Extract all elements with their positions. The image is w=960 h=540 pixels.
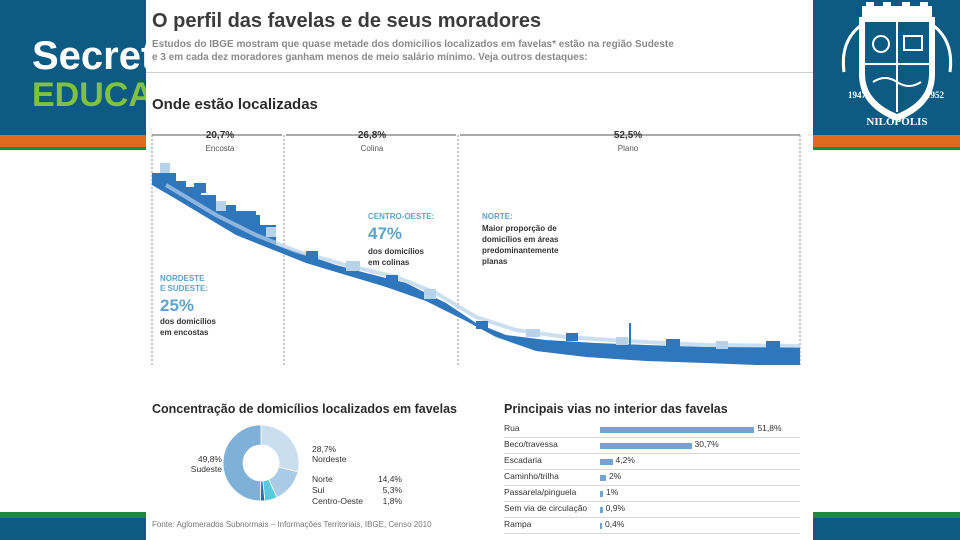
location-title: Onde estão localizadas — [152, 96, 318, 113]
roads-bar-label: Caminho/trilha — [504, 471, 559, 481]
donut-value-sul: 5,3% — [382, 485, 402, 495]
roads-bar-separator — [504, 533, 800, 534]
donut-slice-nordeste — [260, 424, 300, 473]
crest-name: NILÓPOLIS — [866, 116, 927, 128]
terrain-pct-plano: 52,5% — [613, 130, 643, 141]
terrain-label-plano: Plano — [617, 144, 639, 153]
roads-bar-value: 30,7% — [694, 439, 719, 449]
annotation-north-text: Maior proporção de domicílios em áreas p… — [482, 223, 558, 267]
subtitle-line-2: e 3 em cada dez moradores ganham menos d… — [152, 52, 588, 63]
roads-bar — [600, 427, 755, 433]
infographic-panel: O perfil das favelas e de seus moradores… — [146, 0, 813, 540]
donut-category-sudeste: Sudeste — [190, 464, 222, 474]
donut-slice-sudeste — [222, 424, 262, 502]
crest-year-right: 1952 — [926, 90, 945, 100]
donut-category-centro-oeste: Centro-Oeste — [312, 496, 364, 506]
infographic-title: O perfil das favelas e de seus moradores — [152, 10, 542, 32]
annotation-center-west-text: dos domicílios em colinas — [368, 246, 424, 268]
roads-title: Principais vias no interior das favelas — [504, 402, 728, 416]
donut-value-norte: 14,4% — [377, 474, 402, 484]
roads-bar — [600, 475, 606, 481]
roads-bar-label: Rua — [504, 423, 520, 433]
roads-bar-row: Passarela/pinguela 1% — [504, 486, 804, 502]
roads-bar-label: Passarela/pinguela — [504, 487, 577, 497]
roads-bar-label: Escadaria — [504, 455, 542, 465]
roads-bar-row: Beco/travessa 30,7% — [504, 438, 804, 454]
terrain-pct-colina: 26,8% — [357, 130, 387, 141]
roads-bar-row: Rampa 0,4% — [504, 518, 804, 534]
city-crest-icon: 1947 1952 NILÓPOLIS — [841, 2, 953, 128]
roads-bar-value: 0,4% — [605, 519, 625, 529]
infographic-subtitle: Estudos do IBGE mostram que quase metade… — [152, 38, 752, 64]
subtitle-line-1: Estudos do IBGE mostram que quase metade… — [152, 39, 674, 50]
donut-value-nordeste: 28,7% — [312, 444, 337, 454]
annotation-ne-se-region-line: NORDESTE — [160, 274, 205, 283]
roads-bar-value: 2% — [608, 471, 622, 481]
annotation-ne-se-region: NORDESTE E SUDESTE: — [160, 274, 208, 294]
roads-bar — [600, 491, 603, 497]
donut-chart — [222, 424, 300, 502]
annotation-center-west-line: em colinas — [368, 258, 410, 267]
donut-value-centro-oeste: 1,8% — [382, 496, 402, 506]
source-note: Fonte: Aglomerados Subnormais – Informaç… — [152, 520, 432, 529]
roads-bar-row: Escadaria 4,2% — [504, 454, 804, 470]
donut-value-sudeste: 49,8% — [197, 454, 222, 464]
roads-bar — [600, 507, 603, 513]
annotation-north-line: predominantemente — [482, 246, 559, 255]
title-divider — [146, 72, 813, 73]
annotation-north-line: domicílios em áreas — [482, 235, 559, 244]
roads-bar-row: Sem via de circulação 0,9% — [504, 502, 804, 518]
donut-category-sul: Sul — [312, 485, 325, 495]
annotation-center-west-region: CENTRO-OESTE: — [368, 212, 435, 221]
roads-bar — [600, 443, 692, 449]
roads-bar-label: Rampa — [504, 519, 532, 529]
annotation-ne-se-pct: 25% — [160, 296, 195, 315]
donut-label-norte: Norte 14,4% — [312, 474, 402, 484]
annotation-north-region: NORTE: — [482, 212, 513, 221]
roads-bar-label: Sem via de circulação — [504, 503, 588, 513]
terrain-pct-encosta: 20,7% — [205, 130, 235, 141]
crest-year-left: 1947 — [848, 90, 867, 100]
roads-bar-separator — [504, 453, 800, 454]
donut-label-centro-oeste: Centro-Oeste 1,8% — [312, 496, 402, 506]
roads-bar — [600, 523, 602, 529]
roads-bar-value: 51,8% — [757, 423, 782, 433]
roads-bar-separator — [504, 517, 800, 518]
roads-bar-separator — [504, 437, 800, 438]
donut-label-nordeste: 28,7% Nordeste — [312, 444, 347, 464]
terrain-illustration — [151, 134, 801, 365]
annotation-ne-se-line: dos domicílios — [160, 317, 217, 326]
donut-label-sudeste: 49,8% Sudeste — [186, 454, 222, 474]
roads-bar-row: Caminho/trilha 2% — [504, 470, 804, 486]
roads-bar-separator — [504, 485, 800, 486]
roads-bar-row: Rua 51,8% — [504, 422, 804, 438]
annotation-north-line: Maior proporção de — [482, 224, 557, 233]
roads-bar-label: Beco/travessa — [504, 439, 558, 449]
annotation-ne-se-text: dos domicílios em encostas — [160, 316, 216, 338]
annotation-center-west-pct: 47% — [368, 224, 403, 243]
roads-bar-separator — [504, 469, 800, 470]
roads-bar-value: 4,2% — [615, 455, 635, 465]
terrain-label-encosta: Encosta — [205, 144, 235, 153]
annotation-ne-se-line: em encostas — [160, 328, 209, 337]
donut-category-norte: Norte — [312, 474, 333, 484]
donut-category-nordeste: Nordeste — [312, 454, 347, 464]
annotation-ne-se-region-line: E SUDESTE: — [160, 284, 209, 293]
donut-label-sul: Sul 5,3% — [312, 485, 402, 495]
roads-bar — [600, 459, 613, 465]
concentration-title: Concentração de domicílios localizados e… — [152, 402, 457, 416]
roads-bar-value: 1% — [605, 487, 619, 497]
annotation-center-west-line: dos domicílios — [368, 247, 425, 256]
terrain-label-colina: Colina — [360, 144, 384, 153]
roads-bar-value: 0,9% — [605, 503, 626, 513]
roads-bar-separator — [504, 501, 800, 502]
annotation-north-line: planas — [482, 257, 508, 266]
